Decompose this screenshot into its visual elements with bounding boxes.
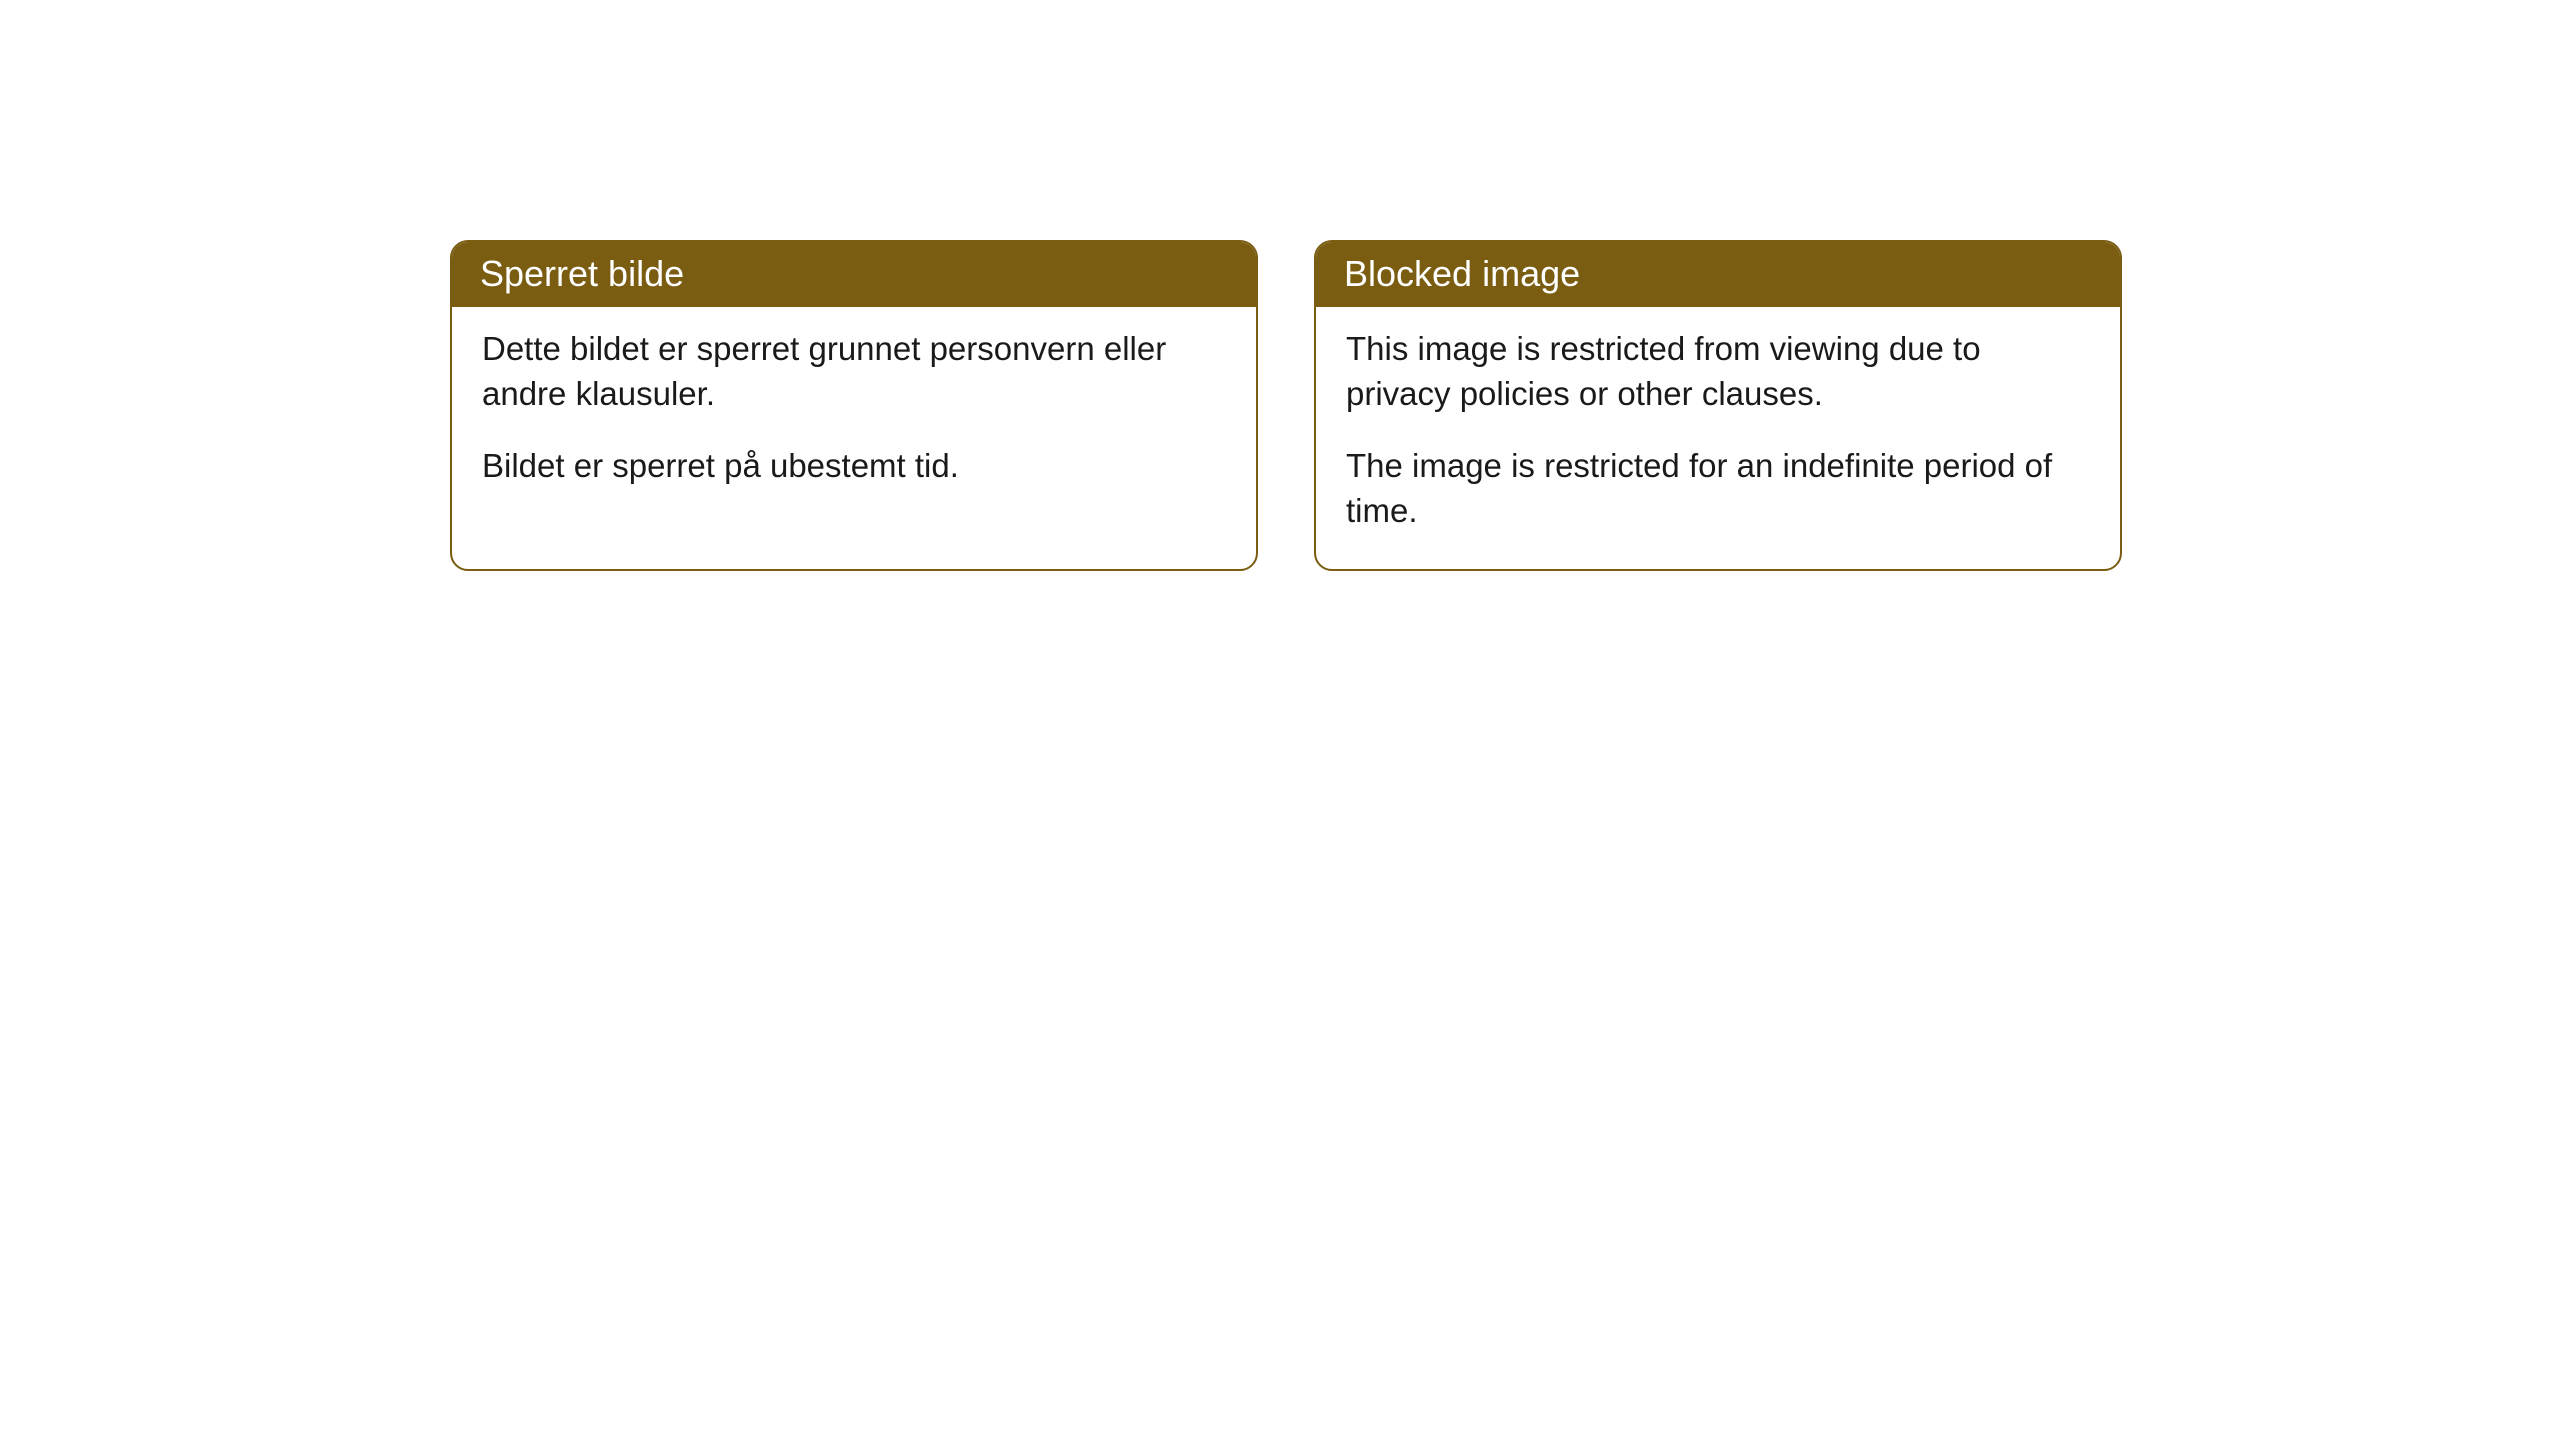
card-header-norwegian: Sperret bilde [452,242,1256,307]
card-paragraph-1: Dette bildet er sperret grunnet personve… [482,327,1226,416]
card-paragraph-2: The image is restricted for an indefinit… [1346,444,2090,533]
card-paragraph-1: This image is restricted from viewing du… [1346,327,2090,416]
notice-cards-container: Sperret bilde Dette bildet er sperret gr… [450,240,2122,571]
card-body-norwegian: Dette bildet er sperret grunnet personve… [452,307,1256,525]
notice-card-norwegian: Sperret bilde Dette bildet er sperret gr… [450,240,1258,571]
card-body-english: This image is restricted from viewing du… [1316,307,2120,569]
notice-card-english: Blocked image This image is restricted f… [1314,240,2122,571]
card-paragraph-2: Bildet er sperret på ubestemt tid. [482,444,1226,489]
card-header-english: Blocked image [1316,242,2120,307]
